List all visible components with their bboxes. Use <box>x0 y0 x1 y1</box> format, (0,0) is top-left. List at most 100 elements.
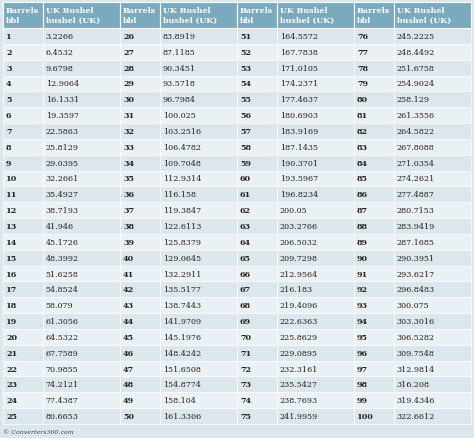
Bar <box>43 203 120 219</box>
Bar <box>277 124 354 140</box>
Text: 45.1726: 45.1726 <box>46 238 79 246</box>
Text: 31: 31 <box>123 112 134 120</box>
Text: 50: 50 <box>123 412 134 420</box>
Text: 39: 39 <box>123 238 134 246</box>
Bar <box>160 203 237 219</box>
Bar <box>43 171 120 187</box>
Text: 96.7984: 96.7984 <box>163 96 196 104</box>
Text: 9.6798: 9.6798 <box>46 64 73 72</box>
Text: 17: 17 <box>6 286 17 294</box>
Text: 89: 89 <box>357 238 368 246</box>
Text: 58.079: 58.079 <box>46 301 73 310</box>
Bar <box>277 60 354 76</box>
Bar <box>3 219 43 234</box>
Bar <box>120 140 160 155</box>
Bar <box>277 3 354 29</box>
Bar <box>3 250 43 266</box>
Bar <box>237 108 277 124</box>
Text: 38: 38 <box>123 223 134 230</box>
Bar <box>354 408 394 424</box>
Bar <box>277 155 354 171</box>
Text: 71: 71 <box>240 349 251 357</box>
Text: 65: 65 <box>240 254 251 262</box>
Text: 145.1976: 145.1976 <box>163 333 201 341</box>
Text: Barrels
bbl: Barrels bbl <box>6 7 39 25</box>
Text: 51: 51 <box>240 33 251 41</box>
Text: 303.3016: 303.3016 <box>397 317 435 325</box>
Bar <box>43 329 120 345</box>
Bar <box>160 234 237 250</box>
Text: 96: 96 <box>357 349 368 357</box>
Bar <box>354 45 394 60</box>
Text: 316.208: 316.208 <box>397 381 430 389</box>
Text: 59: 59 <box>240 159 251 167</box>
Bar <box>354 187 394 203</box>
Bar <box>43 45 120 60</box>
Text: 18: 18 <box>6 301 17 310</box>
Text: 82: 82 <box>357 127 368 136</box>
Bar <box>120 266 160 282</box>
Bar <box>354 92 394 108</box>
Text: 300.075: 300.075 <box>397 301 429 310</box>
Text: 109.7048: 109.7048 <box>163 159 201 167</box>
Bar <box>120 219 160 234</box>
Bar <box>3 76 43 92</box>
Text: 129.0645: 129.0645 <box>163 254 201 262</box>
Text: 274.2621: 274.2621 <box>397 175 435 183</box>
Bar <box>3 392 43 408</box>
Bar <box>120 3 160 29</box>
Text: 34: 34 <box>123 159 134 167</box>
Text: 106.4782: 106.4782 <box>163 144 201 152</box>
Bar <box>277 219 354 234</box>
Text: 1: 1 <box>6 33 12 41</box>
Bar <box>160 266 237 282</box>
Text: 64: 64 <box>240 238 251 246</box>
Text: 248.4492: 248.4492 <box>397 49 435 57</box>
Text: 62: 62 <box>240 207 251 215</box>
Text: 296.8483: 296.8483 <box>397 286 435 294</box>
Text: 209.7298: 209.7298 <box>280 254 318 262</box>
Text: 51.6258: 51.6258 <box>46 270 79 278</box>
Text: 206.5032: 206.5032 <box>280 238 318 246</box>
Bar <box>277 282 354 297</box>
Text: 13: 13 <box>6 223 17 230</box>
Bar <box>43 361 120 377</box>
Bar <box>160 377 237 392</box>
Text: 280.7153: 280.7153 <box>397 207 435 215</box>
Text: 283.9419: 283.9419 <box>397 223 435 230</box>
Bar <box>160 45 237 60</box>
Text: 277.4887: 277.4887 <box>397 191 435 199</box>
Text: 319.4346: 319.4346 <box>397 396 435 404</box>
Text: 76: 76 <box>357 33 368 41</box>
Bar <box>277 76 354 92</box>
Text: 35: 35 <box>123 175 134 183</box>
Text: 25.8129: 25.8129 <box>46 144 79 152</box>
Bar <box>120 361 160 377</box>
Text: 180.6903: 180.6903 <box>280 112 318 120</box>
Bar <box>394 92 471 108</box>
Bar <box>160 329 237 345</box>
Bar <box>160 155 237 171</box>
Bar <box>120 76 160 92</box>
Bar <box>43 155 120 171</box>
Bar <box>160 92 237 108</box>
Text: 306.5282: 306.5282 <box>397 333 435 341</box>
Bar <box>394 314 471 329</box>
Bar <box>3 29 43 45</box>
Bar <box>237 219 277 234</box>
Text: 90: 90 <box>357 254 368 262</box>
Bar <box>394 108 471 124</box>
Text: 86: 86 <box>357 191 368 199</box>
Text: 29.0395: 29.0395 <box>46 159 79 167</box>
Bar <box>237 124 277 140</box>
Text: 219.4096: 219.4096 <box>280 301 318 310</box>
Bar <box>237 361 277 377</box>
Text: 68: 68 <box>240 301 251 310</box>
Bar <box>394 329 471 345</box>
Bar <box>354 203 394 219</box>
Text: 20: 20 <box>6 333 17 341</box>
Text: 122.6113: 122.6113 <box>163 223 201 230</box>
Bar <box>354 377 394 392</box>
Text: 79: 79 <box>357 80 368 88</box>
Bar <box>120 108 160 124</box>
